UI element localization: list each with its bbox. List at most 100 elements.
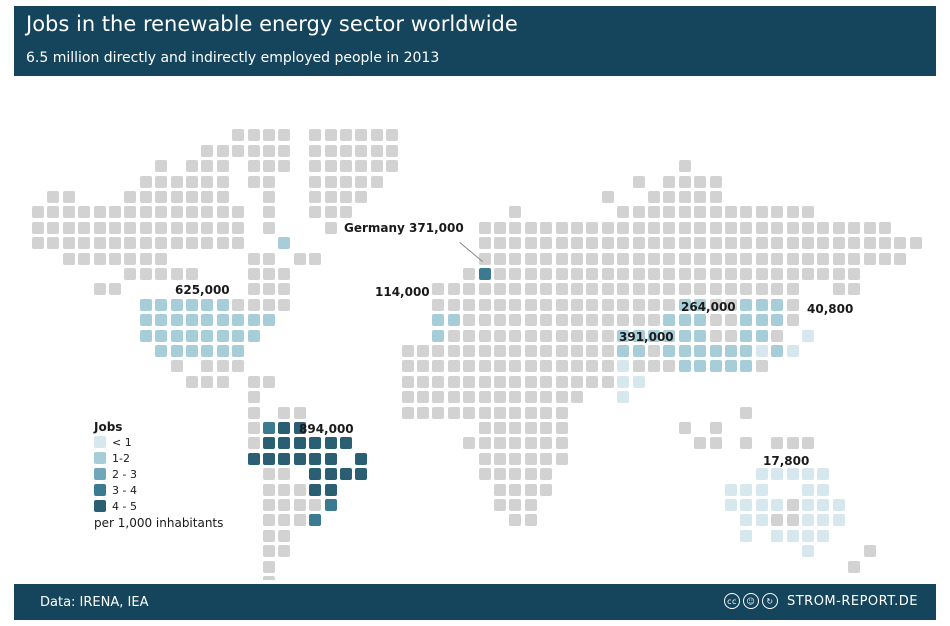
map-tile [694,437,706,449]
map-tile [771,222,783,234]
map-tile [371,129,383,141]
map-tile [232,299,244,311]
map-tile [248,299,260,311]
map-tile [633,345,645,357]
map-tile [248,268,260,280]
map-tile [294,499,306,511]
map-tile [248,314,260,326]
map-tile [817,530,829,542]
map-tile [248,253,260,265]
map-tile [494,422,506,434]
map-tile [633,268,645,280]
map-tile [201,222,213,234]
map-tile [217,345,229,357]
map-tile [417,407,429,419]
map-tile [787,237,799,249]
map-tile [725,283,737,295]
map-tile [32,222,44,234]
map-tile [432,376,444,388]
map-tile [571,345,583,357]
map-tile [294,422,306,434]
map-tile [586,283,598,295]
map-tile [817,222,829,234]
map-tile [463,407,475,419]
map-tile [679,237,691,249]
map-tile [509,283,521,295]
map-tile [540,299,552,311]
map-tile [586,268,598,280]
map-tile [540,268,552,280]
map-tile [402,391,414,403]
map-tile [248,437,260,449]
map-tile [525,407,537,419]
legend-swatch [94,484,106,496]
legend-title: Jobs [94,420,123,434]
map-tile [325,468,337,480]
map-tile [94,222,106,234]
map-tile [771,514,783,526]
map-tile [663,283,675,295]
map-tile [232,237,244,249]
map-tile [725,206,737,218]
map-tile [740,360,752,372]
map-tile [679,268,691,280]
map-tile [217,191,229,203]
map-tile [586,376,598,388]
map-tile [417,345,429,357]
map-tile [756,268,768,280]
map-tile [633,237,645,249]
map-tile [186,206,198,218]
map-tile [556,253,568,265]
map-tile [171,299,183,311]
brand: cc ☺ ↻ STROM-REPORT.DE [723,593,918,609]
map-tile [63,191,75,203]
map-tile [263,514,275,526]
map-tile [633,376,645,388]
map-tile [663,222,675,234]
map-tile [186,330,198,342]
map-tile [617,314,629,326]
map-tile [556,391,568,403]
map-tile [479,222,491,234]
map-tile [494,499,506,511]
map-tile [171,314,183,326]
map-tile [355,176,367,188]
map-tile [771,253,783,265]
map-tile [740,330,752,342]
map-tile [479,437,491,449]
map-tile [802,253,814,265]
map-tile [694,253,706,265]
map-tile [848,268,860,280]
map-tile [540,391,552,403]
map-tile [509,437,521,449]
map-tile [494,283,506,295]
map-tile [171,176,183,188]
map-tile [309,484,321,496]
map-tile [725,330,737,342]
map-tile [417,376,429,388]
map-tile [710,268,722,280]
map-tile [802,437,814,449]
map-tile [263,191,275,203]
map-tile [186,268,198,280]
map-tile [725,499,737,511]
map-tile [509,422,521,434]
map-tile [602,314,614,326]
map-tile [479,360,491,372]
map-tile [509,499,521,511]
map-tile [340,206,352,218]
map-tile [787,437,799,449]
map-tile [494,237,506,249]
map-tile [740,514,752,526]
map-tile [879,237,891,249]
map-tile [556,330,568,342]
map-tile [771,530,783,542]
map-tile [232,330,244,342]
map-tile [124,268,136,280]
map-tile [571,253,583,265]
map-tile [663,299,675,311]
map-tile [171,360,183,372]
map-tile [525,237,537,249]
map-tile [140,206,152,218]
map-tile [294,407,306,419]
